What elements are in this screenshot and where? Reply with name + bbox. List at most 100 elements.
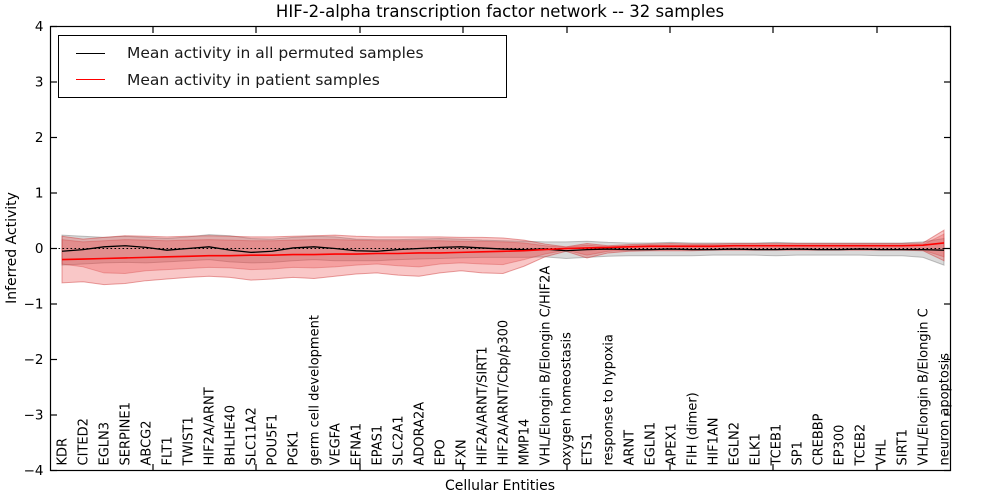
y-tick-label: 3 <box>35 75 44 91</box>
x-category-label: MMP14 <box>518 419 533 466</box>
x-category-label: SLC11A2 <box>245 407 260 465</box>
x-category-label-group: response to hypoxia <box>602 334 617 465</box>
x-category-label-group: ETS1 <box>581 433 596 466</box>
x-category-label: HIF2A/ARNT/Cbp/p300 <box>497 320 512 466</box>
x-category-label-group: EFNA1 <box>350 423 365 466</box>
x-category-label: FLT1 <box>161 436 176 465</box>
x-category-label-group: SERPINE1 <box>119 402 134 465</box>
x-category-label: ADORA2A <box>413 402 428 466</box>
x-category-label-group: PGK1 <box>287 431 302 466</box>
x-category-label-group: FIH (dimer) <box>686 392 701 465</box>
x-category-label: ETS1 <box>581 433 596 466</box>
x-category-label: CITED2 <box>77 418 92 465</box>
y-tick-label: 2 <box>35 130 44 146</box>
x-category-label-group: EP300 <box>833 425 848 466</box>
x-category-label-group: VHL <box>875 439 890 466</box>
x-category-label-group: SLC2A1 <box>392 415 407 465</box>
x-category-label-group: ELK1 <box>749 433 764 465</box>
x-category-label: VEGFA <box>329 423 344 465</box>
x-category-label: FIH (dimer) <box>686 392 701 465</box>
x-category-label-group: HIF2A/ARNT/Cbp/p300 <box>497 320 512 466</box>
patient-inner-confidence-band <box>61 233 945 274</box>
x-category-label-group: FXN <box>455 439 470 465</box>
x-category-label-group: VHL/Elongin B/Elongin C/HIF2A <box>539 266 554 466</box>
x-category-label: EGLN1 <box>644 422 659 466</box>
x-category-label-group: EPAS1 <box>371 425 386 466</box>
x-category-label-group: oxygen homeostasis <box>560 332 575 466</box>
x-category-label-group: APEX1 <box>665 423 680 465</box>
x-category-label: HIF2A/ARNT/SIRT1 <box>476 347 491 466</box>
legend-entry-patient: Mean activity in patient samples <box>76 71 506 89</box>
legend-line-sample-black <box>76 52 105 54</box>
x-category-label-group: ARNT <box>623 430 638 466</box>
x-category-label-group: MMP14 <box>518 419 533 466</box>
x-category-label: POU5F1 <box>266 414 281 466</box>
x-category-label: ABCG2 <box>140 420 155 465</box>
x-category-label: EP300 <box>833 425 848 466</box>
y-tick-label: −3 <box>24 408 44 424</box>
x-category-label-group: EGLN1 <box>644 422 659 466</box>
y-tick-label: −1 <box>24 297 44 313</box>
x-category-label: APEX1 <box>665 423 680 465</box>
x-category-label: EPAS1 <box>371 425 386 466</box>
x-category-label-group: HIF2A/ARNT/SIRT1 <box>476 347 491 466</box>
x-category-label-group: TCEB1 <box>770 424 785 467</box>
patient-mean-line <box>61 242 945 261</box>
x-category-label-group: BHLHE40 <box>224 405 239 465</box>
x-category-label-group: EPO <box>434 439 449 465</box>
x-category-label: EGLN2 <box>728 422 743 466</box>
x-category-label-group: VEGFA <box>329 423 344 465</box>
x-category-label-group: HIF2A/ARNT <box>203 387 218 465</box>
x-category-label-group: VHL/Elongin B/Elongin C <box>917 308 932 465</box>
x-category-label: ELK1 <box>749 433 764 465</box>
x-category-label-group: SLC11A2 <box>245 407 260 465</box>
x-category-label-group: neuron apoptosis <box>938 353 953 466</box>
x-category-label-group: FLT1 <box>161 436 176 465</box>
x-category-label-group: TCEB2 <box>854 424 869 467</box>
x-category-label: SERPINE1 <box>119 402 134 465</box>
x-axis-label: Cellular Entities <box>444 478 556 494</box>
x-category-label-group: germ cell development <box>308 315 323 465</box>
permuted-mean-line <box>61 245 945 254</box>
x-category-label-group: TWIST1 <box>182 416 197 466</box>
x-category-label-group: POU5F1 <box>266 414 281 466</box>
x-category-label: BHLHE40 <box>224 405 239 465</box>
x-category-label-group: CREBBP <box>812 413 827 465</box>
x-category-label: ARNT <box>623 430 638 466</box>
y-tick-label: 0 <box>35 241 44 257</box>
x-category-label: TCEB1 <box>770 424 785 467</box>
x-category-label-group: KDR <box>56 438 71 466</box>
legend: Mean activity in all permuted samples Me… <box>58 35 507 98</box>
x-category-label-group: EGLN3 <box>98 422 113 466</box>
x-category-label-group: SP1 <box>791 441 806 465</box>
x-category-label: EPO <box>434 439 449 465</box>
x-category-label-group: HIF1AN <box>707 418 722 466</box>
x-category-label: FXN <box>455 439 470 465</box>
legend-label: Mean activity in all permuted samples <box>127 44 424 63</box>
x-category-label: response to hypoxia <box>602 334 617 465</box>
x-category-label: VHL <box>875 439 890 466</box>
x-category-label: neuron apoptosis <box>938 353 953 466</box>
x-category-label: TWIST1 <box>182 416 197 466</box>
x-category-label: KDR <box>56 438 71 466</box>
x-category-label: CREBBP <box>812 413 827 465</box>
x-category-label: HIF1AN <box>707 418 722 466</box>
x-category-label: PGK1 <box>287 431 302 466</box>
x-category-label-group: ADORA2A <box>413 402 428 466</box>
x-category-label: EFNA1 <box>350 423 365 466</box>
x-category-label-group: ABCG2 <box>140 420 155 465</box>
patient-outer-confidence-band <box>61 229 945 286</box>
x-category-label: VHL/Elongin B/Elongin C/HIF2A <box>539 266 554 466</box>
x-category-label: SP1 <box>791 441 806 465</box>
x-category-label-group: SIRT1 <box>896 429 911 465</box>
x-category-label: oxygen homeostasis <box>560 332 575 466</box>
x-category-label: germ cell development <box>308 315 323 465</box>
legend-entry-permuted: Mean activity in all permuted samples <box>76 44 506 62</box>
x-category-label: HIF2A/ARNT <box>203 387 218 465</box>
x-category-label-group: EGLN2 <box>728 422 743 466</box>
legend-line-sample-red <box>76 79 105 81</box>
x-category-label: VHL/Elongin B/Elongin C <box>917 308 932 465</box>
x-category-label: SIRT1 <box>896 429 911 465</box>
